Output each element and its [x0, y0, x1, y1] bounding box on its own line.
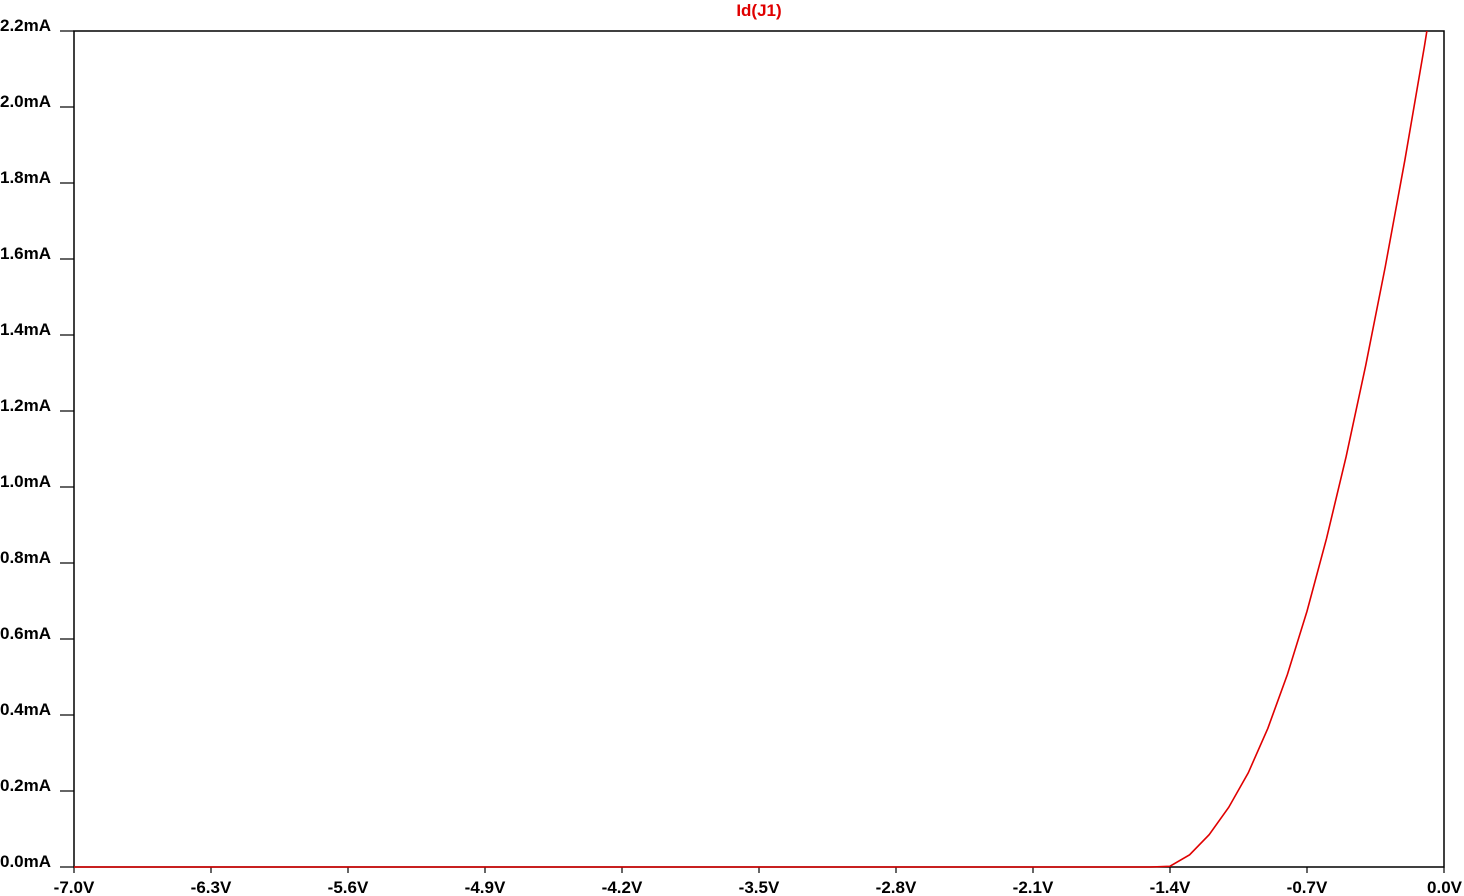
y-tick-label: 1.0mA — [0, 472, 51, 491]
y-tick-label: 1.4mA — [0, 320, 51, 339]
y-tick-label: 0.6mA — [0, 624, 51, 643]
x-tick-label: -4.9V — [465, 878, 506, 896]
x-tick-label: -3.5V — [739, 878, 780, 896]
x-tick-label: -4.2V — [602, 878, 643, 896]
plot-frame — [73, 30, 1445, 868]
y-tick-label: 0.0mA — [0, 852, 51, 871]
x-tick-label: -5.6V — [328, 878, 369, 896]
x-tick-label: 0.0V — [1427, 878, 1463, 896]
x-axis-ticks: -7.0V -6.3V -5.6V -4.9V -4.2V -3.5V -2.8V -2.1V… — [54, 867, 1463, 896]
x-tick-label: -1.4V — [1150, 878, 1191, 896]
y-axis-ticks: 0.0mA 0.2mA 0.4mA 0.6mA 0.8mA 1.0mA 1.2mA 1.4mA… — [0, 16, 74, 871]
chart-title: Id(J1) — [736, 1, 781, 20]
x-tick-label: -2.1V — [1013, 878, 1054, 896]
y-tick-label: 1.2mA — [0, 396, 51, 415]
y-tick-label: 2.2mA — [0, 16, 51, 35]
x-tick-label: -0.7V — [1287, 878, 1328, 896]
series-line-id-j1 — [74, 31, 1428, 868]
y-tick-label: 0.8mA — [0, 548, 51, 567]
x-tick-label: -2.8V — [876, 878, 917, 896]
y-tick-label: 1.6mA — [0, 244, 51, 263]
y-tick-label: 1.8mA — [0, 168, 51, 187]
x-tick-label: -7.0V — [54, 878, 95, 896]
x-tick-label: -6.3V — [191, 878, 232, 896]
y-tick-label: 0.2mA — [0, 776, 51, 795]
series-layer — [74, 31, 1428, 868]
y-tick-label: 0.4mA — [0, 700, 51, 719]
y-tick-label: 2.0mA — [0, 92, 51, 111]
